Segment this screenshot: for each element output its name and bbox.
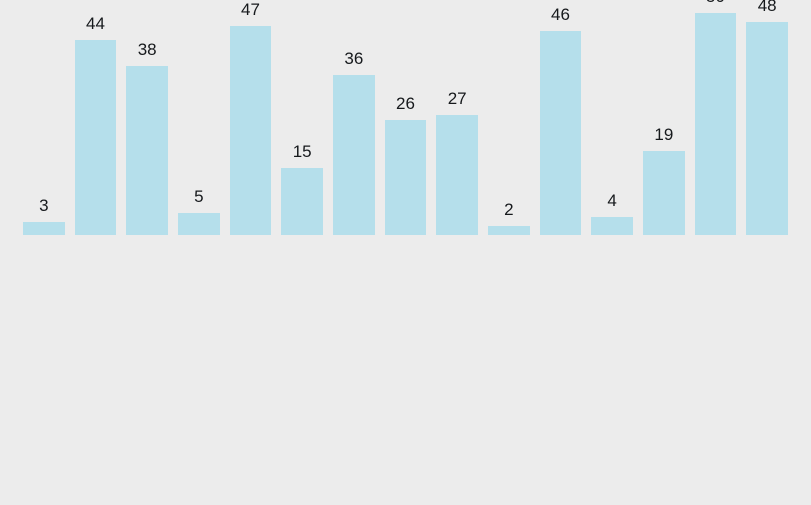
bar <box>643 151 685 235</box>
bar <box>75 40 117 235</box>
bar <box>436 115 478 235</box>
bar-value-label: 19 <box>643 125 685 145</box>
bar-value-label: 5 <box>178 187 220 207</box>
bar <box>591 217 633 235</box>
bar <box>746 22 788 235</box>
bar <box>230 26 272 235</box>
bar-value-label: 15 <box>281 142 323 162</box>
bar <box>178 213 220 235</box>
chart-canvas: 3 44 38 5 47 15 36 26 27 2 46 4 19 50 48 <box>0 0 811 505</box>
bar-value-label: 26 <box>385 94 427 114</box>
bar <box>695 13 737 235</box>
bar-value-label: 50 <box>695 0 737 7</box>
bar-value-label: 36 <box>333 49 375 69</box>
bar <box>23 222 65 235</box>
bar-value-label: 48 <box>746 0 788 16</box>
bar-value-label: 2 <box>488 200 530 220</box>
bar-value-label: 3 <box>23 196 65 216</box>
bar <box>488 226 530 235</box>
bar-value-label: 44 <box>75 14 117 34</box>
bar-value-label: 47 <box>230 0 272 20</box>
bar-value-label: 27 <box>436 89 478 109</box>
bar <box>281 168 323 235</box>
bar <box>540 31 582 235</box>
bar <box>385 120 427 235</box>
bar <box>333 75 375 235</box>
bar-value-label: 4 <box>591 191 633 211</box>
bar <box>126 66 168 235</box>
bar-value-label: 38 <box>126 40 168 60</box>
bar-value-label: 46 <box>540 5 582 25</box>
